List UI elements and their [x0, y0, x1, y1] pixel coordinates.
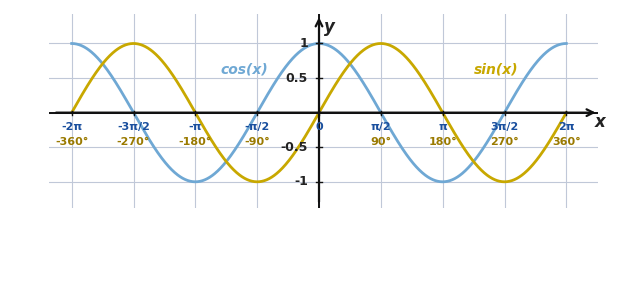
Text: -90°: -90° [244, 137, 270, 147]
Text: -360°: -360° [55, 137, 88, 147]
Text: -3π/2: -3π/2 [117, 122, 150, 131]
Text: π/2: π/2 [371, 122, 391, 131]
Text: -2π: -2π [61, 122, 82, 131]
Text: 1: 1 [299, 37, 308, 50]
Text: 0.5: 0.5 [286, 72, 308, 85]
Text: -1: -1 [294, 175, 308, 188]
Text: 270°: 270° [490, 137, 519, 147]
Text: -180°: -180° [179, 137, 212, 147]
Text: 360°: 360° [552, 137, 581, 147]
Text: -270°: -270° [117, 137, 150, 147]
Text: 2π: 2π [558, 122, 574, 131]
Text: 3π/2: 3π/2 [491, 122, 519, 131]
Text: 180°: 180° [428, 137, 457, 147]
Text: -0.5: -0.5 [281, 141, 308, 154]
Text: 90°: 90° [370, 137, 391, 147]
Text: -π: -π [189, 122, 202, 131]
Text: cos(x): cos(x) [220, 63, 268, 77]
Text: π: π [438, 122, 447, 131]
Text: 0: 0 [315, 122, 323, 131]
Text: y: y [324, 18, 334, 36]
Text: -π/2: -π/2 [244, 122, 270, 131]
Text: sin(x): sin(x) [474, 63, 518, 77]
Text: x: x [595, 113, 605, 131]
